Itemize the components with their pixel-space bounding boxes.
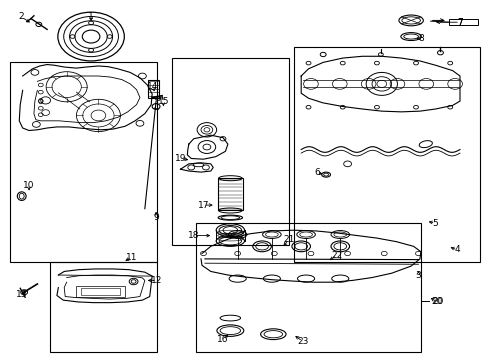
Text: 3: 3 [416,270,421,279]
Text: 6: 6 [315,168,320,177]
Text: 10: 10 [24,181,35,190]
Text: 1: 1 [88,12,94,21]
Text: 18: 18 [188,231,199,240]
Text: 16: 16 [217,335,229,344]
Bar [196,223,421,352]
Text: 2: 2 [19,12,24,21]
Text: 11: 11 [126,253,137,262]
Text: 21: 21 [283,235,294,244]
Text: 20: 20 [431,297,442,306]
Text: 17: 17 [198,201,209,210]
Text: 7: 7 [457,18,463,27]
Text: 8: 8 [418,34,424,43]
Bar [172,58,289,244]
Text: 19: 19 [175,154,186,163]
Text: 4: 4 [455,246,461,255]
Bar [49,262,157,352]
Bar [76,286,125,297]
Bar [218,178,243,211]
Text: 9: 9 [153,213,159,222]
Bar [148,80,159,98]
Bar [294,47,480,262]
Text: 13: 13 [16,290,27,299]
Text: 12: 12 [151,276,163,285]
Text: 23: 23 [297,337,308,346]
Bar [449,19,478,25]
Text: 22: 22 [331,251,343,260]
Text: 7: 7 [457,18,463,27]
Bar [10,62,157,262]
Text: 15: 15 [158,96,169,105]
Bar [81,288,121,295]
Text: 14: 14 [147,82,158,91]
Text: 5: 5 [433,219,439,228]
Text: 20: 20 [432,297,443,306]
